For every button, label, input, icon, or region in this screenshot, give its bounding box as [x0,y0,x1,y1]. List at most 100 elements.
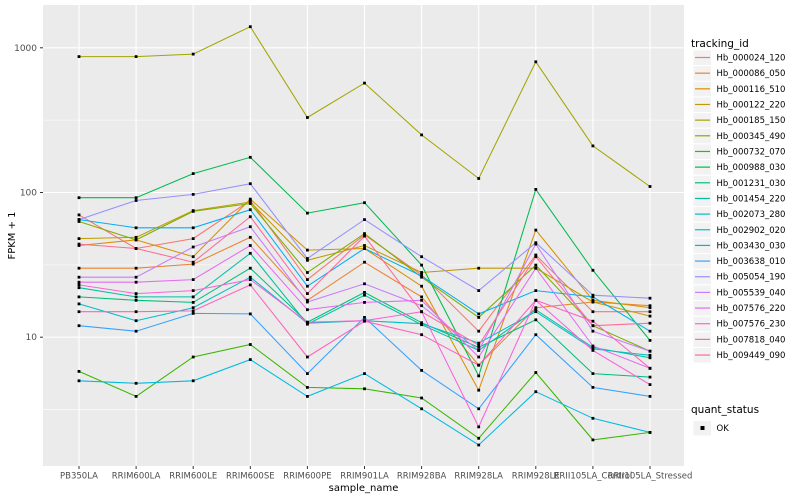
legend-item-Hb_000988_030: Hb_000988_030 [693,160,785,175]
data-point [534,308,538,312]
legend-item-Hb_000116_510: Hb_000116_510 [693,81,786,97]
data-point [191,237,195,240]
data-point [591,319,595,323]
data-point [534,318,538,322]
data-point [134,266,138,270]
legend-item-label: Hb_002073_280 [717,210,786,220]
data-point [534,298,538,302]
data-point [420,333,423,337]
data-point [134,319,138,323]
legend-item-label: Hb_007576_230 [717,320,786,330]
data-point [591,329,595,333]
x-tick-label-RRIM600LA: RRIM600LA [112,472,161,482]
legend-item-label: Hb_005054_190 [717,273,786,283]
data-point [420,271,423,274]
data-point [306,320,309,324]
data-point [648,304,652,308]
data-point [77,283,81,287]
legend-item-Hb_001454_220: Hb_001454_220 [693,191,786,206]
data-point [134,238,138,242]
data-point [248,202,252,205]
y-tick-label-10: 10 [26,333,38,343]
data-point [534,255,538,259]
legend-item-Hb_005054_190: Hb_005054_190 [693,269,786,285]
data-point [591,293,595,297]
data-point [77,370,81,373]
data-point [77,55,81,58]
data-point [363,372,366,375]
legend-item-label: Hb_000732_070 [717,147,786,157]
data-point [534,390,538,394]
data-point [363,291,366,294]
legend-item-label: Hb_009449_090 [717,351,786,361]
legend-item-label: Hb_000116_510 [717,85,786,95]
data-point [477,349,481,352]
legend-item-label: Hb_005539_040 [717,288,786,298]
data-point [534,242,538,246]
data-point [534,333,538,337]
data-point [477,341,481,345]
data-point [648,395,652,398]
x-tick-label-RRIM901LA: RRIM901LA [340,472,389,482]
data-point [306,395,309,398]
data-point [248,197,252,201]
x-tick-label-RRIM928LA: RRIM928LA [454,472,503,482]
data-point [248,182,252,186]
data-point [134,280,138,284]
data-point [306,284,309,288]
data-point [534,266,538,270]
data-point [591,324,595,328]
quant-status-legend-title: quant_status [691,404,759,416]
legend-item-label: Hb_000345_490 [717,132,786,142]
legend-item-label: Hb_001231_030 [717,179,786,189]
data-point [363,244,366,247]
data-point [363,218,366,221]
data-point [534,188,538,191]
data-point [648,349,652,353]
data-point [591,386,595,389]
data-point [191,260,195,264]
data-point [363,319,366,323]
data-point [477,312,481,316]
data-point [77,218,81,221]
data-point [648,329,652,333]
data-point [591,295,595,299]
data-point [248,208,252,212]
data-point [420,369,423,372]
y-tick-label-100: 100 [20,189,37,199]
legend-item-label: Hb_007576_220 [717,304,786,314]
data-point [477,177,481,180]
data-point [191,309,195,313]
data-point [306,248,309,252]
data-point [191,172,195,175]
data-point [191,312,195,315]
data-point [591,372,595,375]
legend-item-label: Hb_000122_220 [717,100,786,110]
data-point [420,304,423,308]
x-tick-label-RRIM600PE: RRIM600PE [283,472,331,482]
legend-item-label: Hb_007818_040 [717,335,786,345]
data-point [134,298,138,302]
data-point [77,266,81,270]
data-point [191,278,195,281]
data-point [77,295,81,299]
data-point [534,228,538,232]
data-point [306,372,309,375]
legend-item-Hb_000732_070: Hb_000732_070 [693,144,786,159]
data-point [77,324,81,328]
legend-item-label: Hb_001454_220 [717,194,786,204]
data-point [477,343,481,347]
y-tick-label-1000: 1000 [14,44,37,54]
data-point [420,295,423,299]
data-point [134,199,138,202]
legend-item-Hb_002073_280: Hb_002073_280 [693,207,786,222]
legend-item-Hb_007576_230: Hb_007576_230 [693,316,786,332]
data-point [477,374,481,378]
data-point [306,116,309,119]
data-point [363,247,366,250]
data-point [248,235,252,239]
data-point [420,407,423,411]
data-point [648,339,652,342]
legend-item-label: Hb_002902_020 [717,226,786,236]
